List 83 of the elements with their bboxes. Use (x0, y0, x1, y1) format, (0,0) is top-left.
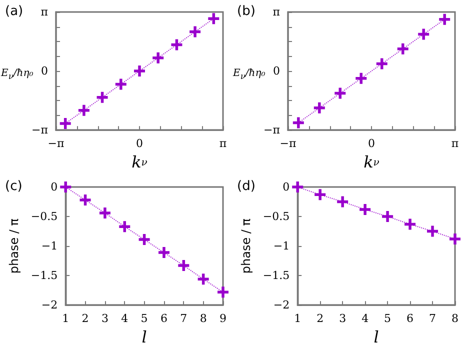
x-tick-label: 0 (136, 137, 143, 150)
point (439, 14, 450, 25)
x-tick-label: 5 (384, 312, 392, 326)
x-axis-title: kν (132, 152, 148, 172)
point (60, 118, 71, 129)
point (119, 221, 130, 232)
y-tick-label: 0 (41, 64, 48, 78)
point (138, 234, 150, 246)
x-tick-label: 2 (316, 312, 324, 326)
point (418, 28, 430, 40)
point (292, 182, 304, 192)
y-tick-label: π (40, 6, 48, 18)
x-tick-label: 3 (101, 312, 108, 326)
point (208, 13, 220, 24)
point (450, 233, 460, 244)
chart-title: (b) (237, 4, 256, 19)
point (96, 92, 108, 103)
y-tick-label: −π (264, 124, 280, 137)
y-axis-title: phase / π (7, 218, 21, 274)
y-tick-label: −0.5 (30, 210, 58, 224)
y-tick-label: −0.5 (262, 210, 290, 224)
x-axis-title: l (142, 328, 147, 346)
point (198, 274, 209, 285)
y-tick-label: −1 (273, 240, 290, 253)
x-tick-label: π (219, 137, 227, 150)
chart-title: (a) (5, 4, 24, 19)
point (376, 58, 388, 70)
y-tick-label: −1.5 (262, 269, 290, 282)
y-tick-label: −1 (41, 240, 58, 253)
x-tick-label: π (451, 137, 459, 150)
point (218, 286, 228, 298)
point (134, 66, 145, 77)
point (115, 78, 126, 90)
x-tick-label: 9 (220, 312, 226, 326)
y-tick-label: 0 (50, 180, 58, 194)
point (80, 194, 91, 206)
x-tick-label: 8 (452, 312, 458, 326)
point (178, 260, 190, 272)
point (356, 72, 367, 84)
point (314, 189, 326, 200)
point (152, 52, 164, 64)
point (314, 102, 325, 114)
x-tick-label: 3 (339, 312, 346, 326)
y-tick-label: 0 (273, 64, 280, 78)
x-axis-title: l (374, 328, 379, 346)
x-tick-label: 5 (140, 312, 148, 326)
point (78, 104, 90, 116)
y-tick-label: −2 (273, 298, 290, 312)
point (292, 117, 304, 128)
point (404, 218, 416, 230)
y-tick-label: −2 (41, 298, 58, 312)
chart-title: (c) (5, 179, 22, 194)
x-tick-label: 4 (121, 312, 128, 326)
point (382, 211, 394, 222)
x-tick-label: 6 (160, 312, 168, 326)
x-tick-label: 2 (82, 312, 89, 326)
y-axis-title: E$_{ν}$/ħη₀ (1, 68, 34, 81)
x-tick-label: 7 (180, 312, 188, 326)
x-tick-label: 8 (200, 312, 207, 326)
x-tick-label: 0 (368, 137, 375, 150)
point (334, 88, 346, 99)
point (99, 207, 110, 218)
point (158, 247, 170, 258)
y-tick-label: −π (32, 124, 48, 137)
y-tick-label: π (272, 6, 280, 18)
y-tick-label: −1.5 (30, 269, 58, 282)
point (171, 39, 182, 50)
point (60, 182, 72, 192)
point (427, 226, 438, 237)
x-axis-title: kν (364, 152, 380, 172)
x-tick-label: 6 (406, 312, 414, 326)
chart-title: (d) (237, 179, 256, 194)
point (397, 43, 408, 54)
x-tick-label: 1 (62, 312, 70, 326)
y-axis-title: E$_{ν}$/ħη₀ (233, 68, 266, 81)
point (337, 196, 348, 208)
x-tick-label: 4 (362, 312, 369, 326)
point (190, 26, 201, 38)
x-tick-label: 1 (294, 312, 302, 326)
y-tick-label: 0 (282, 180, 290, 194)
x-tick-label: 7 (429, 312, 436, 326)
y-axis-title: phase / π (239, 218, 253, 274)
point (360, 204, 371, 215)
